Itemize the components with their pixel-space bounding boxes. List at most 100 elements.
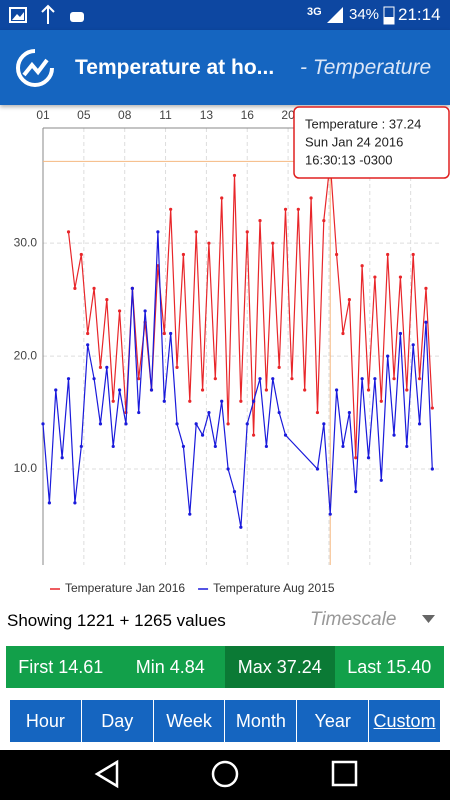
data-point [175,422,179,426]
data-point [417,422,422,426]
data-point [303,388,307,392]
stat: First 14.61 [18,656,104,677]
data-point [271,377,275,381]
stats-bar: First 14.61 Min 4.84 Max 37.24 Last 15.40 [6,646,444,688]
data-point [290,377,294,381]
stat: Max 37.24 [225,646,335,688]
legend-label: Temperature Jan 2016 [65,581,185,595]
data-point [239,399,243,403]
data-point [181,252,186,257]
data-point [169,207,173,211]
data-point [347,410,351,415]
data-point [175,365,179,369]
timescale-button[interactable]: Custom [373,710,436,731]
data-point [194,230,198,234]
data-point [213,444,217,449]
data-point [277,365,281,369]
timescale-button[interactable]: Week [154,700,226,742]
data-point [386,252,390,257]
timescale-button[interactable]: Year [297,700,370,742]
data-point [252,399,256,403]
data-point [207,241,211,245]
nav-bar [0,750,450,800]
y-tick-label: 10.0 [14,461,38,475]
data-point [315,467,320,471]
data-point [264,388,268,392]
data-point [162,331,166,336]
x-tick-label: 08 [118,108,132,122]
data-point [296,207,300,211]
series-line [42,231,433,528]
data-point [328,512,332,516]
data-point [424,320,428,324]
tooltip-box [293,106,450,179]
timescale-button[interactable]: Hour [10,700,82,742]
data-point [283,433,288,437]
x-tick-label: 01 [36,108,50,122]
data-point [111,399,115,403]
battery: 34% [349,6,380,23]
data-point [92,377,96,381]
data-point [373,275,377,279]
data-point [245,230,249,234]
data-point [111,444,115,449]
y-tick-label: 20.0 [14,348,38,362]
status-bar: 3G 34% 21:14 [0,0,450,30]
data-point [117,309,122,313]
tooltip-text: 16:30:13 -0300 [305,152,392,167]
data-point [258,377,262,381]
data-point [226,422,230,426]
timescale-buttons: Hour Day Week Month Year Custom [10,700,440,742]
data-point [124,422,128,426]
stat: Min 4.84 [135,656,205,677]
y-tick-label: 30.0 [14,235,38,249]
app-bar: Temperature at ho... - Temperature [0,30,450,105]
data-point [86,331,90,336]
data-point [188,512,192,516]
data-point [360,377,364,381]
data-point [86,343,90,347]
data-point [424,286,428,290]
data-point [411,252,415,257]
data-point [341,331,345,336]
data-point [335,388,339,392]
data-point [137,377,141,381]
data-point [143,309,147,313]
data-point [232,173,237,178]
data-point [220,399,224,403]
status-icons [9,4,84,24]
battery-icon [383,6,395,25]
data-point [341,444,345,449]
data-point [200,433,205,437]
data-point [188,399,192,403]
data-point [194,422,198,426]
data-point [169,331,173,336]
data-point [392,377,396,381]
data-point [73,286,77,290]
data-point [98,422,103,426]
data-point [430,467,434,471]
data-point [271,241,275,245]
data-point [398,275,403,279]
timescale-button[interactable]: Month [225,700,298,742]
x-tick-label: 11 [159,108,172,122]
timescale-dropdown[interactable]: Timescale [310,609,397,630]
data-point [283,207,288,211]
data-point [258,218,262,223]
data-point [162,399,166,403]
data-point [417,377,422,381]
data-point [220,196,224,200]
data-point [73,501,77,505]
app-icon [16,49,54,87]
timescale-button[interactable]: Day [82,700,154,742]
tooltip-text: Sun Jan 24 2016 [305,134,403,149]
data-point [66,230,71,234]
x-tick-label: 20 [281,108,295,122]
nav-icons [94,759,358,789]
data-point [354,456,358,460]
tooltip-text: Temperature : 37.24 [305,116,421,131]
data-point [79,252,83,257]
data-point [117,388,122,392]
network: 3G [307,6,322,18]
